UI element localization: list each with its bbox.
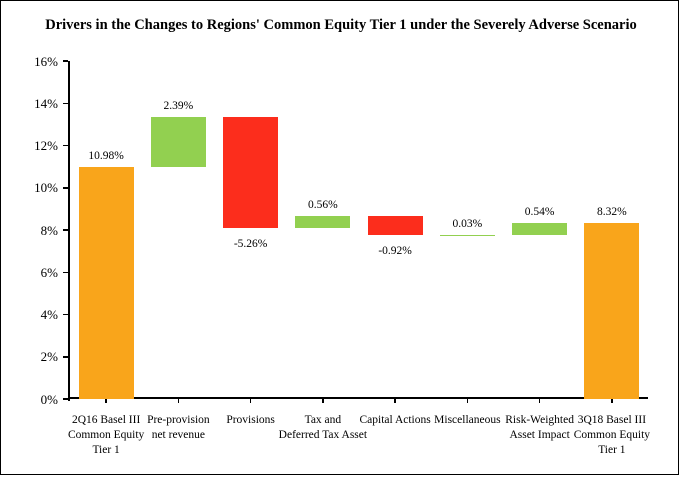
category-label: Miscellaneous <box>434 414 501 426</box>
bar-value-label: -5.26% <box>233 237 268 250</box>
bar-value-label: 0.56% <box>308 198 338 211</box>
y-tick-label: 6% <box>40 264 58 280</box>
bar-8 <box>584 223 640 399</box>
category-label: Capital Actions <box>359 414 431 426</box>
category-label: Risk-Weighted Asset Impact <box>505 414 574 441</box>
y-tick <box>63 60 68 62</box>
category-label: Pre-provision net revenue <box>147 414 210 441</box>
bar-7 <box>512 223 568 235</box>
y-tick <box>63 356 68 358</box>
x-tick <box>322 399 324 403</box>
y-tick-label: 8% <box>40 222 58 238</box>
bar-value-label: 8.32% <box>597 206 627 219</box>
category-label: Provisions <box>226 414 275 426</box>
bar-3 <box>223 116 279 228</box>
bar-2 <box>150 116 206 168</box>
y-tick-label: 10% <box>34 180 58 196</box>
y-tick <box>63 187 68 189</box>
y-tick <box>63 229 68 231</box>
y-tick <box>63 102 68 104</box>
bar-1 <box>78 167 134 399</box>
bar-value-label: -0.92% <box>378 245 412 258</box>
x-tick <box>249 399 252 403</box>
y-axis-line <box>68 61 70 401</box>
bar-6 <box>439 234 495 237</box>
y-tick-label: 2% <box>40 349 58 365</box>
bar-5 <box>367 215 423 236</box>
bar-value-label: 0.54% <box>524 206 555 219</box>
y-tick-label: 16% <box>34 53 58 69</box>
x-tick <box>466 399 469 403</box>
y-tick-label: 4% <box>40 307 58 322</box>
x-tick <box>105 399 107 403</box>
y-tick-label: 0% <box>40 391 58 407</box>
y-tick <box>63 144 68 147</box>
y-tick <box>63 271 68 273</box>
x-axis-line <box>68 397 648 399</box>
y-tick-label: 12% <box>34 138 58 153</box>
chart-title: Drivers in the Changes to Regions' Commo… <box>45 17 637 33</box>
bar-value-label: 0.03% <box>452 217 483 230</box>
bar-value-label: 2.39% <box>163 99 194 112</box>
y-tick <box>63 313 68 316</box>
category-label: Tax and Deferred Tax Asset <box>278 414 368 441</box>
bar-value-label: 10.98% <box>88 150 124 163</box>
x-tick <box>538 399 541 403</box>
y-tick <box>63 398 68 400</box>
x-tick <box>394 399 396 403</box>
category-label: 2Q16 Basel III Common Equity Tier 1 <box>67 414 145 456</box>
y-tick-label: 14% <box>34 95 58 111</box>
x-tick <box>611 399 613 403</box>
bar-4 <box>295 215 351 228</box>
x-tick <box>177 399 180 403</box>
plot-area: 0% 2% 4% 6% 8% 10% 12% 14% 16% 10.98% 2Q16 Basel I… <box>34 54 650 457</box>
category-label: 3Q18 Basel III Common Equity Tier 1 <box>573 414 651 456</box>
